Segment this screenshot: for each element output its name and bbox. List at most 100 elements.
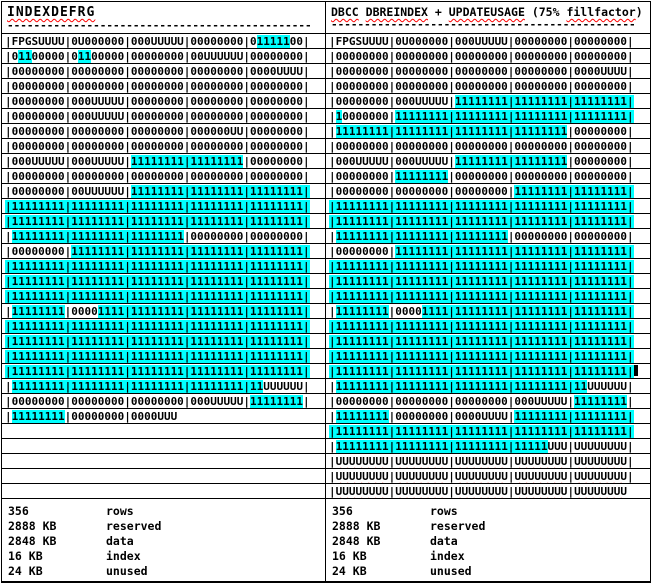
highlighted-bits-segment: |11111111|11111111|11111111|11111111|111… [329, 320, 634, 333]
highlighted-bits-segment: |11111111|11111111|11111111|11111111|111… [5, 275, 310, 288]
stat-label: data [106, 534, 134, 548]
bitmap-row-12: |11111111|11111111|11111111|11111111|111… [2, 199, 325, 214]
stat-line-5: 24 KB unused [8, 564, 325, 579]
stat-label: reserved [430, 519, 486, 533]
text-segment: |00000000| [567, 155, 634, 168]
misspelled-text-segment: DBREINDEX [365, 5, 428, 19]
misspelled-text-segment: UUUUUUUU [574, 485, 628, 498]
highlighted-bits-segment: |11111111|11111111|11111111|11111111|111… [329, 425, 634, 438]
bitmap-row-30: |UUUUUUUU|UUUUUUUU|UUUUUUUU|UUUUUUUU|UUU… [326, 469, 650, 484]
highlighted-bits-segment: 1111|11111111|11111111|11111111| [421, 305, 634, 318]
misspelled-text-segment: UUUUUUUU [395, 485, 449, 498]
misspelled-text-segment: UUUUUUUU [335, 455, 389, 468]
highlighted-bits-segment: |11111111|11111111|11111111|11111111|111… [329, 275, 634, 288]
text-segment: | [329, 440, 336, 453]
text-segment: |00000000|00000000|00000000|000UUUUU| [5, 395, 251, 408]
stat-line-3: 2848 KB data [8, 534, 325, 549]
bitmap-row-5: |00000000|000UUUUU|00000000|00000000|000… [2, 94, 325, 109]
text-segment: | [5, 305, 12, 318]
highlighted-bits-segment: 11111111|11111111 [454, 155, 568, 168]
text-segment: |0000 [388, 305, 422, 318]
text-segment: UUUUUU| [587, 380, 634, 393]
stat-label: index [430, 549, 465, 563]
highlighted-bits-segment: |11111111|11111111|11111111|11111111|111… [5, 335, 310, 348]
text-segment: | [627, 395, 634, 408]
highlighted-bits-segment: 11111111|11111111|11111111|11111111| [71, 245, 310, 258]
highlighted-bits-segment: |11111111|11111111|11111111|11111111|111… [329, 215, 634, 228]
text-segment: |00000000|00000000|00000000|00000000|000… [5, 170, 310, 183]
text-segment: | [329, 380, 336, 393]
text-segment: |00000000| [243, 155, 310, 168]
misspelled-text-segment: UUUUUUUU [514, 485, 568, 498]
stat-label: data [430, 534, 458, 548]
text-segment: | [303, 395, 310, 408]
bitmap-row-29: |UUUUUUUU|UUUUUUUU|UUUUUUUU|UUUUUUUU|UUU… [326, 454, 650, 469]
highlighted-bits-segment: |11111111|11111111|11111111|11111111|111… [329, 290, 634, 303]
misspelled-text-segment: UUUUUUUU [454, 470, 508, 483]
text-segment: |000UUUUU|000UUUUU| [329, 155, 455, 168]
text-segment: | [329, 110, 336, 123]
text-segment: |00000000|000UUUUU| [329, 95, 455, 108]
bitmap-row-26: |11111111|00000000|0000UUUU|11111111|111… [326, 409, 650, 424]
highlighted-bits-segment: |11111111|11111111|11111111|11111111|111… [5, 290, 310, 303]
stat-line-4: 16 KB index [8, 549, 325, 564]
misspelled-text-segment: UUUUUUUU [514, 455, 568, 468]
highlighted-bits-segment: |11111111|11111111|11111111|11111111|111… [329, 200, 634, 213]
stat-label: reserved [106, 519, 162, 533]
text-segment: |000UUUUU|000UUUUU| [5, 155, 131, 168]
text-segment: 0000000| [342, 110, 396, 123]
bitmap-row-28 [2, 439, 325, 454]
text-segment: + [427, 5, 449, 19]
highlighted-bits-segment: 11111111|11111111|11111111|11111111| [395, 110, 634, 123]
bitmap-row-20: |11111111|11111111|11111111|11111111|111… [326, 319, 650, 334]
bitmap-row-15: |00000000|11111111|11111111|11111111|111… [326, 244, 650, 259]
stat-value: 356 [8, 504, 29, 518]
bitmap-row-14: |11111111|11111111|11111111|00000000|000… [326, 229, 650, 244]
left-panel-title: INDEXDEFRG [7, 5, 325, 20]
stat-line-4: 16 KB index [332, 549, 650, 564]
text-segment: | [567, 455, 575, 468]
bitmap-row-13: |11111111|11111111|11111111|11111111|111… [326, 214, 650, 229]
bitmap-row-22: |11111111|11111111|11111111|11111111|111… [2, 349, 325, 364]
stat-value: 356 [332, 504, 353, 518]
misspelled-text-segment: UUUUUUUU [335, 470, 389, 483]
stat-label: rows [430, 504, 458, 518]
stat-label: unused [106, 564, 148, 578]
text-segment: |00000000| [329, 170, 396, 183]
highlighted-bits-segment: 11111111|11111111 [130, 155, 244, 168]
bitmap-row-19: |11111111|00001111|11111111|11111111|111… [326, 304, 650, 319]
bitmap-row-13: |11111111|11111111|11111111|11111111|111… [2, 214, 325, 229]
highlighted-bits-segment: 11111111|11111111|11111111|11111111| [395, 245, 634, 258]
divider-dashes: ----------------------------------------… [331, 19, 636, 30]
bitmap-row-2: |00000000|00000000|00000000|00000000|000… [326, 49, 650, 64]
text-segment: |00000000|000UUUUU|00000000|00000000|000… [5, 95, 310, 108]
bitmap-row-31: |UUUUUUUU|UUUUUUUU|UUUUUUUU|UUUUUUUU|UUU… [326, 484, 650, 499]
stat-label: index [106, 549, 141, 563]
text-segment: | [5, 410, 12, 423]
text-segment: |00000000| [329, 245, 396, 258]
bitmap-row-10: |00000000|11111111|00000000|00000000|000… [326, 169, 650, 184]
bitmap-row-28: |11111111|11111111|11111111|11111UUU|UUU… [326, 439, 650, 454]
highlighted-bits-segment: 11111111|11111111|11111111|11111111 [335, 125, 568, 138]
text-segment: |00000000|00000000|00000000|00000000|000… [329, 80, 634, 93]
text-segment: 00000|00000000|00UUUUUU|00000000| [91, 50, 310, 63]
text-segment: 00| [289, 35, 310, 48]
stat-line-2: 2888 KB reserved [332, 519, 650, 534]
text-segment: | [329, 470, 336, 483]
highlighted-bits-segment: |11111111|11111111|11111111|11111111|111… [5, 260, 310, 273]
text-segment: |0000 [64, 305, 98, 318]
text-segment: | [329, 455, 336, 468]
text-segment: |00000000| [5, 245, 72, 258]
highlighted-bits-segment: 11111111|11111111|11111111 [11, 230, 184, 243]
text-segment: | [448, 485, 455, 498]
highlighted-bits-segment: 11111111 [250, 395, 304, 408]
text-segment: |00000000|00000000|00000000|00000000|000… [329, 140, 634, 153]
bitmap-row-18: |11111111|11111111|11111111|11111111|111… [2, 289, 325, 304]
misspelled-text-segment: DBCC [331, 5, 359, 19]
text-segment: |00000000|0000UUUU| [388, 410, 515, 423]
misspelled-text-segment: UUUUUUUU [395, 470, 449, 483]
misspelled-text-segment: UUUUUUUU [574, 455, 628, 468]
bitmap-row-1: |FPGSUUUU|0U000000|000UUUUU|00000000|011… [2, 34, 325, 49]
bitmap-row-17: |11111111|11111111|11111111|11111111|111… [2, 274, 325, 289]
